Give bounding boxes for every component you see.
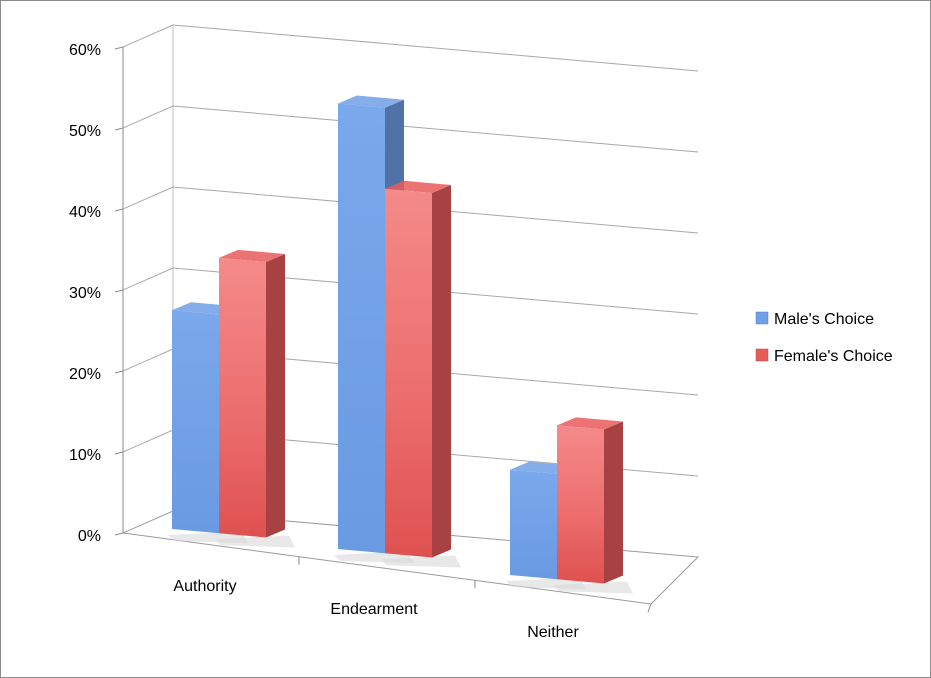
legend-swatch	[755, 311, 769, 325]
bar-top	[338, 95, 404, 108]
y-tick-mark	[114, 289, 124, 293]
y-tick-label: 10%	[69, 447, 101, 464]
x-category-label: Authority	[173, 578, 236, 595]
bar-front	[510, 469, 557, 580]
bar-front	[219, 257, 266, 538]
bar-endearment-female	[381, 180, 461, 568]
bar-front	[385, 188, 432, 558]
y-tick-mark	[114, 370, 124, 374]
bar-side	[432, 184, 451, 558]
bar-authority-female	[215, 249, 295, 548]
gridline	[172, 105, 699, 153]
y-tick-mark	[114, 127, 124, 131]
y-tick-label: 60%	[69, 42, 101, 59]
y-tick-label: 40%	[69, 204, 101, 221]
legend-label: Female's Choice	[774, 348, 893, 365]
y-tick-label: 30%	[69, 285, 101, 302]
bar-shadow	[381, 555, 461, 568]
gridline-side	[122, 267, 174, 291]
y-axis-ticks: 0% 10% 20% 30% 40% 50% 60%	[69, 42, 101, 545]
bars	[168, 95, 633, 594]
y-tick-label: 20%	[69, 366, 101, 383]
gridline-side	[122, 24, 174, 48]
y-tick-mark	[114, 451, 124, 455]
bar-shadow	[215, 535, 295, 548]
bar-front	[172, 310, 219, 534]
y-tick-label: 0%	[78, 528, 101, 545]
y-tick-mark	[114, 208, 124, 212]
x-tick-mark	[647, 603, 652, 613]
x-axis-labels: Authority Endearment Neither	[173, 578, 579, 641]
bar-side	[266, 254, 285, 538]
bar-top	[219, 249, 285, 263]
bar-front	[557, 425, 604, 584]
gridline-side	[122, 429, 174, 453]
legend-swatch	[755, 348, 769, 362]
x-category-label: Neither	[527, 624, 579, 641]
legend-label: Male's Choice	[774, 311, 874, 328]
x-category-label: Endearment	[330, 601, 418, 618]
gridline	[172, 24, 699, 72]
bar-shadow	[553, 581, 633, 594]
y-tick-mark	[114, 46, 124, 50]
legend: Male's Choice Female's Choice	[755, 311, 893, 365]
y-tick-mark	[114, 532, 124, 536]
bar-top	[557, 417, 623, 430]
bar-side	[604, 421, 623, 584]
y-tick-label: 50%	[69, 123, 101, 140]
bar-top	[385, 180, 451, 193]
bar-front	[338, 103, 385, 554]
gridline-side	[122, 186, 174, 210]
bar-neither-female	[553, 417, 633, 594]
gridline-side	[122, 348, 174, 372]
gridline-side	[122, 105, 174, 129]
